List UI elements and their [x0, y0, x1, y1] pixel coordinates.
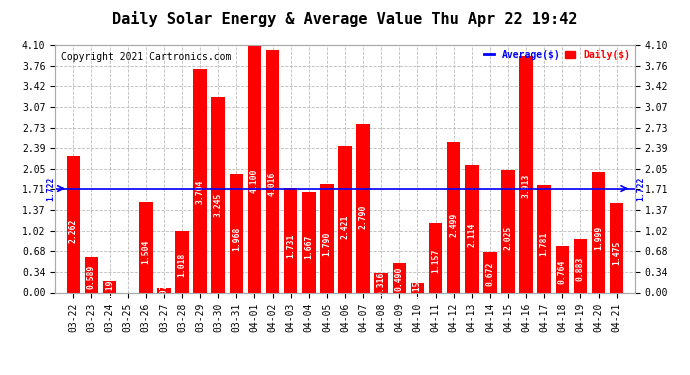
- Bar: [230, 174, 243, 292]
- Bar: [411, 283, 424, 292]
- Text: 0.193: 0.193: [105, 275, 114, 300]
- Text: 1.667: 1.667: [304, 235, 313, 260]
- Bar: [193, 69, 207, 292]
- Text: 1.999: 1.999: [594, 226, 603, 251]
- Text: 4.016: 4.016: [268, 171, 277, 196]
- Bar: [428, 223, 442, 292]
- Text: 1.475: 1.475: [612, 240, 621, 265]
- Text: 1.504: 1.504: [141, 240, 150, 264]
- Bar: [610, 204, 624, 292]
- Text: 1.018: 1.018: [177, 253, 186, 277]
- Text: 2.421: 2.421: [340, 214, 350, 239]
- Text: 1.968: 1.968: [232, 227, 241, 251]
- Bar: [139, 202, 152, 292]
- Bar: [555, 246, 569, 292]
- Text: 3.704: 3.704: [195, 180, 205, 204]
- Bar: [85, 257, 98, 292]
- Text: 0.764: 0.764: [558, 260, 567, 284]
- Bar: [592, 172, 605, 292]
- Bar: [483, 252, 497, 292]
- Bar: [302, 192, 315, 292]
- Text: 2.262: 2.262: [69, 219, 78, 243]
- Bar: [375, 273, 388, 292]
- Bar: [103, 281, 117, 292]
- Bar: [338, 146, 352, 292]
- Bar: [520, 56, 533, 292]
- Bar: [356, 124, 370, 292]
- Bar: [538, 185, 551, 292]
- Text: 1.722: 1.722: [637, 176, 646, 201]
- Bar: [157, 288, 170, 292]
- Bar: [175, 231, 189, 292]
- Text: 0.490: 0.490: [395, 267, 404, 291]
- Text: 0.075: 0.075: [159, 279, 168, 303]
- Text: 2.499: 2.499: [449, 212, 458, 237]
- Bar: [393, 263, 406, 292]
- Bar: [465, 165, 479, 292]
- Text: 4.100: 4.100: [250, 169, 259, 194]
- Text: 3.245: 3.245: [214, 192, 223, 216]
- Text: 0.672: 0.672: [485, 262, 495, 286]
- Text: Daily Solar Energy & Average Value Thu Apr 22 19:42: Daily Solar Energy & Average Value Thu A…: [112, 11, 578, 27]
- Bar: [248, 45, 262, 292]
- Text: 0.883: 0.883: [576, 256, 585, 281]
- Bar: [501, 170, 515, 292]
- Bar: [266, 50, 279, 292]
- Text: 0.589: 0.589: [87, 264, 96, 289]
- Text: 1.790: 1.790: [322, 232, 331, 256]
- Bar: [284, 188, 297, 292]
- Text: 2.025: 2.025: [504, 225, 513, 250]
- Text: 2.790: 2.790: [359, 204, 368, 229]
- Text: 2.114: 2.114: [467, 223, 476, 247]
- Text: Copyright 2021 Cartronics.com: Copyright 2021 Cartronics.com: [61, 53, 231, 62]
- Bar: [211, 97, 225, 292]
- Bar: [447, 142, 460, 292]
- Text: 0.316: 0.316: [377, 272, 386, 296]
- Text: 1.731: 1.731: [286, 233, 295, 258]
- Text: 0.157: 0.157: [413, 276, 422, 300]
- Bar: [66, 156, 80, 292]
- Text: 3.913: 3.913: [522, 174, 531, 198]
- Legend: Average($), Daily($): Average($), Daily($): [484, 50, 630, 60]
- Text: 1.157: 1.157: [431, 249, 440, 273]
- Text: 1.781: 1.781: [540, 232, 549, 256]
- Text: 1.722: 1.722: [46, 176, 55, 201]
- Bar: [320, 184, 334, 292]
- Bar: [573, 239, 587, 292]
